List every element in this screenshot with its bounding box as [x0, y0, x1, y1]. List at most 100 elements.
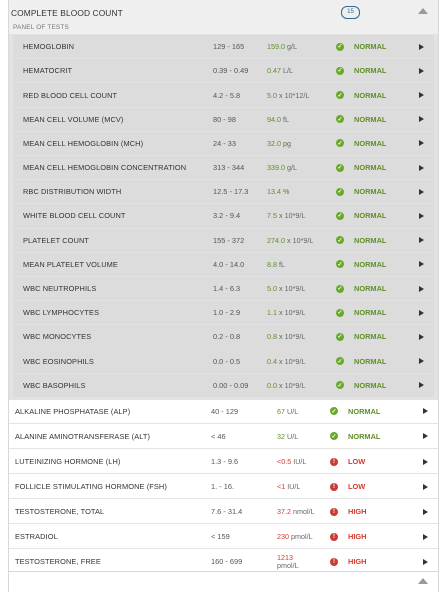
- test-row[interactable]: PLATELET COUNT 155 - 372 274.0 x 10*9/L ✓ NOR…: [13, 228, 434, 252]
- test-row[interactable]: WBC EOSINOPHILS 0.0 - 0.5 0.4 x 10*9/L ✓ NORM…: [13, 349, 434, 373]
- result-value: <0.5: [277, 457, 292, 467]
- result-value: 1.1: [267, 308, 277, 318]
- test-result: 0.0 x 10*9/L: [267, 374, 305, 397]
- result-value: <1: [277, 482, 286, 492]
- test-row[interactable]: RED BLOOD CELL COUNT 4.2 - 5.8 5.0 x 10*12/…: [13, 83, 434, 107]
- chevron-right-icon[interactable]: [423, 450, 428, 473]
- test-row[interactable]: WHITE BLOOD CELL COUNT 3.2 - 9.4 7.5 x 10*9…: [13, 204, 434, 228]
- reference-range: 1.3 - 9.6: [211, 457, 239, 467]
- test-result: 13.4%: [267, 180, 289, 203]
- result-unit: x 10*9/L: [279, 308, 306, 318]
- chevron-right-icon[interactable]: [419, 277, 424, 300]
- chevron-right-icon[interactable]: [423, 425, 428, 448]
- test-row[interactable]: ALANINE AMINOTRANSFERASE (ALT) < 46 32 U/L ✓…: [9, 424, 438, 450]
- test-row[interactable]: MEAN CELL VOLUME (MCV) 80 - 98 94.0 fL ✓ NORM…: [13, 107, 434, 131]
- chevron-right-icon[interactable]: [419, 204, 424, 227]
- chevron-right-icon[interactable]: [419, 325, 424, 348]
- reference-range: 24 - 33: [213, 138, 237, 148]
- test-row[interactable]: ALKALINE PHOSPHATASE (ALP) 40 - 129 67 U/L ✓…: [9, 399, 438, 424]
- chevron-right-icon[interactable]: [419, 253, 424, 276]
- status-label: NORMAL: [348, 406, 381, 416]
- result-unit: x 10*9/L: [279, 211, 306, 221]
- test-name: MEAN CELL HEMOGLOBIN (MCH): [23, 138, 144, 148]
- result-value: 0.0: [267, 380, 277, 390]
- chevron-right-icon[interactable]: [423, 475, 428, 498]
- check-circle-icon: ✓: [336, 357, 344, 366]
- result-unit: x 10*9/L: [279, 380, 306, 390]
- status-label: NORMAL: [354, 332, 387, 342]
- test-row[interactable]: ESTRADIOL < 159 230 pmol/L! HIGH: [9, 525, 438, 550]
- test-row[interactable]: TESTOSTERONE, TOTAL 7.6 - 31.4 37.2 nmol/L!…: [9, 500, 438, 525]
- reference-range: 129 - 165: [213, 42, 245, 52]
- status-label: NORMAL: [354, 259, 387, 269]
- result-value: 32: [277, 431, 285, 441]
- test-result: <0.5 IU/L: [277, 450, 306, 473]
- test-name: WBC BASOPHILS: [23, 380, 86, 390]
- test-row[interactable]: MEAN CELL HEMOGLOBIN (MCH) 24 - 33 32.0 pg ✓…: [13, 131, 434, 156]
- status-label: NORMAL: [354, 114, 387, 124]
- test-row[interactable]: RBC DISTRIBUTION WIDTH 12.5 - 17.3 13.4% ✓ N…: [13, 180, 434, 204]
- test-row[interactable]: WBC NEUTROPHILS 1.4 - 6.3 5.0 x 10*9/L ✓ NORM…: [13, 276, 434, 301]
- test-row[interactable]: FOLLICLE STIMULATING HORMONE (FSH) 1. - 1…: [9, 475, 438, 500]
- test-result: 7.5 x 10*9/L: [267, 204, 305, 227]
- chevron-right-icon[interactable]: [419, 374, 424, 397]
- chevron-right-icon[interactable]: [419, 229, 424, 252]
- alert-circle-icon: !: [330, 550, 338, 573]
- test-name: MEAN PLATELET VOLUME: [23, 259, 118, 269]
- status-label: HIGH: [348, 532, 367, 542]
- chevron-right-icon[interactable]: [419, 349, 424, 372]
- test-name: WBC EOSINOPHILS: [23, 356, 94, 366]
- chevron-right-icon[interactable]: [419, 59, 424, 82]
- chevron-right-icon[interactable]: [423, 500, 428, 523]
- alert-circle-icon: !: [330, 475, 338, 498]
- test-name: WBC MONOCYTES: [23, 332, 92, 342]
- status-label: NORMAL: [354, 380, 387, 390]
- test-row[interactable]: HEMOGLOBIN 129 - 165 159.0 g/L ✓ NORMAL: [13, 35, 434, 59]
- test-name: MEAN CELL HEMOGLOBIN CONCENTRATION: [23, 163, 187, 173]
- test-row[interactable]: WBC MONOCYTES 0.2 - 0.8 0.8 x 10*9/L ✓ NORMAL: [13, 325, 434, 349]
- result-value: 0.4: [267, 356, 277, 366]
- test-row[interactable]: MEAN PLATELET VOLUME 4.0 - 14.0 8.8 fL ✓ NORM…: [13, 252, 434, 276]
- status-label: NORMAL: [354, 42, 387, 52]
- chevron-right-icon[interactable]: [423, 550, 428, 573]
- result-value: 5.0: [267, 90, 277, 100]
- test-row[interactable]: HEMATOCRIT 0.39 - 0.49 0.47 L/L ✓ NORMAL: [13, 59, 434, 83]
- chevron-right-icon[interactable]: [423, 400, 428, 423]
- chevron-right-icon[interactable]: [419, 83, 424, 106]
- test-row[interactable]: MEAN CELL HEMOGLOBIN CONCENTRATION 313 - …: [13, 155, 434, 180]
- chevron-right-icon[interactable]: [419, 156, 424, 179]
- panel-header[interactable]: COMPLETE BLOOD COUNT 15: [9, 0, 438, 22]
- check-circle-icon: ✓: [336, 381, 344, 390]
- test-name: FOLLICLE STIMULATING HORMONE (FSH): [15, 482, 167, 492]
- chevron-right-icon[interactable]: [419, 301, 424, 324]
- chevron-up-icon[interactable]: [418, 8, 428, 14]
- test-result: 230 pmol/L: [277, 525, 313, 548]
- reference-range: 4.0 - 14.0: [213, 259, 245, 269]
- result-value: 230: [277, 532, 289, 542]
- status-label: HIGH: [348, 507, 367, 517]
- test-result: 5.0 x 10*9/L: [267, 277, 305, 300]
- test-result: 8.8 fL: [267, 253, 285, 276]
- status-label: NORMAL: [354, 211, 387, 221]
- test-name: WHITE BLOOD CELL COUNT: [23, 211, 126, 221]
- test-name: WBC LYMPHOCYTES: [23, 308, 100, 318]
- chevron-right-icon[interactable]: [419, 108, 424, 131]
- test-name: ESTRADIOL: [15, 532, 58, 542]
- chevron-up-icon[interactable]: [418, 578, 428, 584]
- panel-title: COMPLETE BLOOD COUNT: [11, 8, 123, 18]
- check-circle-icon: ✓: [336, 42, 344, 51]
- test-row[interactable]: WBC BASOPHILS 0.00 - 0.09 0.0 x 10*9/L ✓ NORM…: [13, 373, 434, 397]
- result-unit: x 10*9/L: [279, 356, 306, 366]
- test-result: 0.4 x 10*9/L: [267, 349, 305, 372]
- check-circle-icon: ✓: [330, 432, 338, 441]
- check-circle-icon: ✓: [330, 407, 338, 416]
- test-result: 5.0 x 10*12/L: [267, 83, 309, 106]
- test-row[interactable]: LUTEINIZING HORMONE (LH) 1.3 - 9.6 <0.5 IU/…: [9, 449, 438, 475]
- chevron-right-icon[interactable]: [423, 525, 428, 548]
- check-circle-icon: ✓: [336, 211, 344, 220]
- result-value: 0.8: [267, 332, 277, 342]
- chevron-right-icon[interactable]: [419, 35, 424, 58]
- chevron-right-icon[interactable]: [419, 132, 424, 155]
- test-row[interactable]: WBC LYMPHOCYTES 1.0 - 2.9 1.1 x 10*9/L ✓ NORM…: [13, 301, 434, 325]
- chevron-right-icon[interactable]: [419, 180, 424, 203]
